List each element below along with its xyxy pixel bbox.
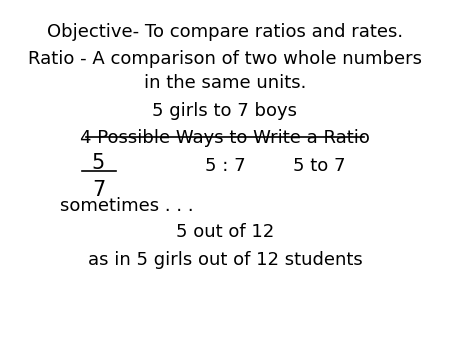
Text: sometimes . . .: sometimes . . . [60,197,194,216]
Text: 7: 7 [92,180,105,200]
Text: 5 : 7: 5 : 7 [205,156,245,175]
Text: in the same units.: in the same units. [144,74,306,93]
Text: 5: 5 [92,153,105,173]
Text: 5 to 7: 5 to 7 [293,156,346,175]
Text: Ratio - A comparison of two whole numbers: Ratio - A comparison of two whole number… [28,50,422,68]
Text: 5 girls to 7 boys: 5 girls to 7 boys [153,102,297,120]
Text: 5 out of 12: 5 out of 12 [176,223,274,241]
Text: Objective- To compare ratios and rates.: Objective- To compare ratios and rates. [47,23,403,41]
Text: 4 Possible Ways to Write a Ratio: 4 Possible Ways to Write a Ratio [80,129,370,147]
Text: as in 5 girls out of 12 students: as in 5 girls out of 12 students [88,251,362,269]
